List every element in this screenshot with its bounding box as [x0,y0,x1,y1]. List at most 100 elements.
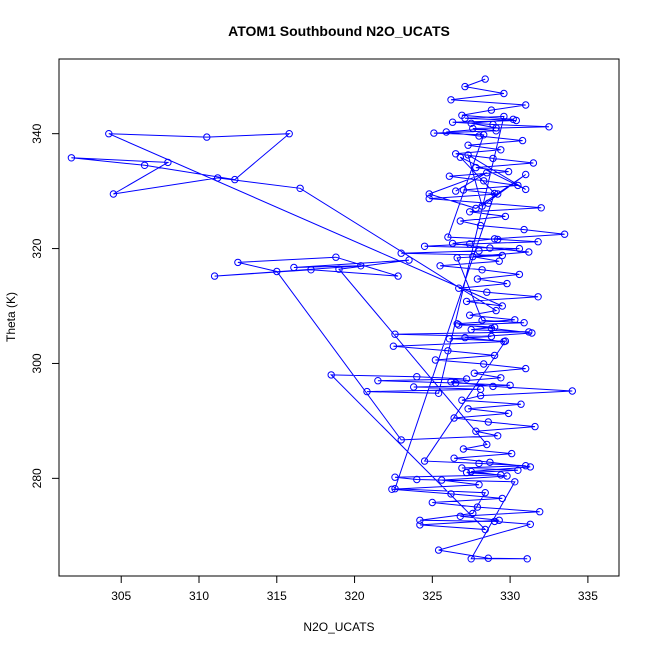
data-point [478,316,486,325]
data-point [470,369,478,377]
data-point [534,238,542,246]
data-point [478,266,486,274]
data-point [481,75,489,83]
data-point [515,244,524,253]
data-point [391,485,399,493]
y-tick-label: 320 [30,238,44,258]
data-point [498,251,506,260]
data-point [560,230,569,238]
y-axis: 280 300 320 340 [30,123,60,488]
data-point [475,132,483,140]
data-point [501,337,510,345]
data-point [506,381,514,389]
data-point [445,172,454,180]
data-point [483,440,491,449]
data-point [445,335,454,343]
data-point [467,555,475,563]
data-point [495,516,503,524]
x-tick-label: 305 [111,589,131,603]
data-point [490,323,499,331]
data-point [448,239,457,248]
data-point [434,389,443,397]
data-point [466,240,474,248]
data-point [455,321,463,329]
data-point [214,174,222,182]
data-point [391,330,399,338]
data-point [335,265,343,273]
data-point [489,120,497,129]
data-point [462,297,471,306]
data-point [475,247,483,255]
series-layer [67,75,576,563]
data-point [480,131,488,139]
data-point [461,333,469,342]
data-point [486,244,494,252]
data-point [109,190,118,198]
data-point [486,458,494,466]
data-point [464,151,472,159]
data-point [442,128,450,136]
data-point [478,202,486,210]
data-point [476,385,485,393]
data-point [500,89,508,98]
data-point [467,467,475,476]
data-point [464,141,472,149]
data-point [425,190,433,198]
data-point [456,217,464,225]
data-point [500,112,508,121]
data-point [466,311,474,319]
x-tick-label: 310 [189,589,209,603]
x-axis-label: N2O_UCATS [303,620,374,634]
data-point [447,378,455,386]
data-point [528,329,536,337]
data-point [448,118,457,126]
data-point [514,181,522,190]
data-point [210,272,219,280]
data-point [428,498,436,507]
series-line-0 [71,78,573,560]
data-point [453,320,461,328]
data-point [389,342,398,350]
data-point [438,476,446,484]
data-point [67,154,76,162]
data-point [450,414,458,422]
data-point [545,123,553,131]
data-point [140,161,149,170]
data-point [420,457,429,465]
data-point [531,422,539,431]
data-point [536,508,544,516]
data-point [456,512,464,520]
data-point [469,124,477,133]
data-point [520,225,528,234]
data-point [475,481,483,489]
data-point [489,382,497,391]
data-point [522,101,530,109]
data-point [290,263,298,272]
data-point [497,374,505,382]
data-point [515,270,524,279]
data-point [462,375,471,383]
data-point [307,266,315,274]
data-point [203,133,211,141]
data-point [484,554,492,562]
y-tick-label: 280 [30,468,44,488]
data-point [469,252,477,261]
data-point [476,221,485,230]
data-point [495,257,503,265]
plot-frame [58,58,620,577]
data-point [459,186,468,194]
data-point [483,169,491,177]
data-point [363,387,371,396]
data-point [444,233,452,241]
data-point [388,485,396,493]
data-point [490,517,499,526]
data-point [489,154,497,163]
data-point [512,116,520,125]
data-point [357,262,365,270]
data-point [484,199,492,207]
data-point [492,306,500,315]
data-point [490,189,499,198]
data-point [487,332,496,341]
data-point [490,235,499,243]
